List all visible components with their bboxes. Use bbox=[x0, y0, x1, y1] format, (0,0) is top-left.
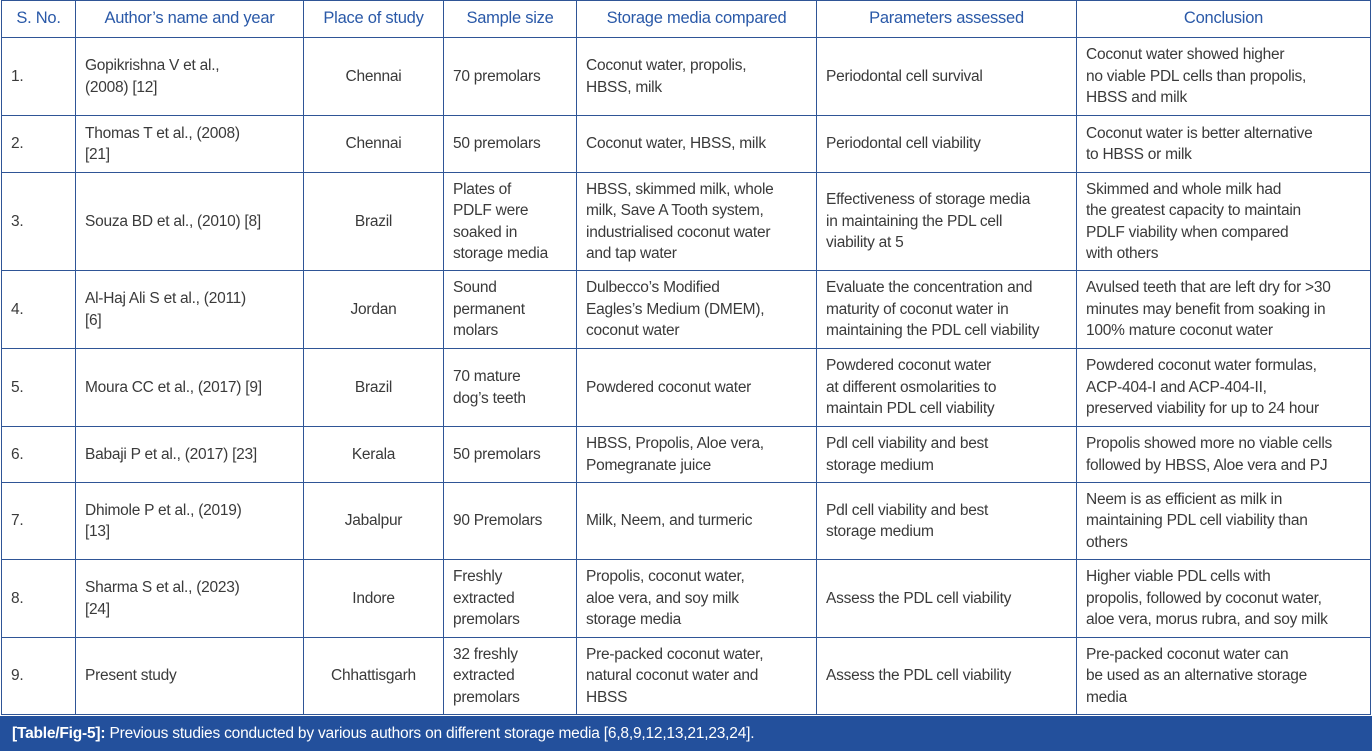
cell-sample-size: Plates of PDLF were soaked in storage me… bbox=[443, 172, 577, 271]
cell-place: Jabalpur bbox=[303, 482, 444, 560]
cell-parameters: Assess the PDL cell viability bbox=[816, 637, 1077, 715]
table-row: 1. Gopikrishna V et al., (2008) [12] Chenn… bbox=[1, 37, 1371, 116]
cell-author-year: Moura CC et al., (2017) [9] bbox=[75, 348, 304, 427]
cell-place: Brazil bbox=[303, 348, 444, 427]
cell-sample-size: 32 freshly extracted premolars bbox=[443, 637, 577, 715]
cell-place: Brazil bbox=[303, 172, 444, 271]
cell-sample-size: 70 mature dog’s teeth bbox=[443, 348, 577, 427]
cell-author-year: Babaji P et al., (2017) [23] bbox=[75, 426, 304, 483]
column-header-conclusion: Conclusion bbox=[1076, 0, 1371, 38]
cell-storage-media: Powdered coconut water bbox=[576, 348, 817, 427]
table-row: 7. Dhimole P et al., (2019) [13] Jabalpur 9… bbox=[1, 482, 1371, 560]
cell-parameters: Effectiveness of storage media in mainta… bbox=[816, 172, 1077, 271]
cell-place: Jordan bbox=[303, 270, 444, 349]
cell-storage-media: Pre-packed coconut water, natural coconu… bbox=[576, 637, 817, 715]
table-header-row: S. No. Author’s name and year Place of stu… bbox=[1, 0, 1371, 38]
table-row: 4. Al-Haj Ali S et al., (2011) [6] Jordan S… bbox=[1, 270, 1371, 349]
cell-storage-media: HBSS, Propolis, Aloe vera, Pomegranate j… bbox=[576, 426, 817, 483]
cell-sample-size: 90 Premolars bbox=[443, 482, 577, 560]
cell-place: Chhattisgarh bbox=[303, 637, 444, 715]
cell-serial-no: 5. bbox=[1, 348, 76, 427]
cell-conclusion: Higher viable PDL cells with propolis, f… bbox=[1076, 559, 1371, 638]
cell-author-year: Sharma S et al., (2023) [24] bbox=[75, 559, 304, 638]
cell-author-year: Al-Haj Ali S et al., (2011) [6] bbox=[75, 270, 304, 349]
table-row: 5. Moura CC et al., (2017) [9] Brazil 70 ma… bbox=[1, 348, 1371, 427]
cell-place: Indore bbox=[303, 559, 444, 638]
cell-serial-no: 9. bbox=[1, 637, 76, 715]
cell-conclusion: Pre-packed coconut water can be used as … bbox=[1076, 637, 1371, 715]
cell-conclusion: Skimmed and whole milk had the greatest … bbox=[1076, 172, 1371, 271]
table-row: 8. Sharma S et al., (2023) [24] Indore Fres… bbox=[1, 559, 1371, 638]
cell-author-year: Souza BD et al., (2010) [8] bbox=[75, 172, 304, 271]
cell-sample-size: 50 premolars bbox=[443, 426, 577, 483]
cell-conclusion: Coconut water showed higher no viable PD… bbox=[1076, 37, 1371, 116]
cell-storage-media: Dulbecco’s Modified Eagles’s Medium (DME… bbox=[576, 270, 817, 349]
cell-place: Kerala bbox=[303, 426, 444, 483]
cell-parameters: Pdl cell viability and best storage medi… bbox=[816, 426, 1077, 483]
cell-serial-no: 3. bbox=[1, 172, 76, 271]
table-row: 2. Thomas T et al., (2008) [21] Chennai 50 … bbox=[1, 115, 1371, 173]
cell-conclusion: Powdered coconut water formulas, ACP-404… bbox=[1076, 348, 1371, 427]
cell-sample-size: Freshly extracted premolars bbox=[443, 559, 577, 638]
cell-author-year: Dhimole P et al., (2019) [13] bbox=[75, 482, 304, 560]
cell-serial-no: 2. bbox=[1, 115, 76, 173]
cell-serial-no: 8. bbox=[1, 559, 76, 638]
column-header-sample-size: Sample size bbox=[443, 0, 577, 38]
column-header-place: Place of study bbox=[303, 0, 444, 38]
studies-table: S. No. Author’s name and year Place of stu… bbox=[1, 0, 1371, 715]
cell-place: Chennai bbox=[303, 115, 444, 173]
cell-parameters: Periodontal cell survival bbox=[816, 37, 1077, 116]
table-caption: [Table/Fig-5]: Previous studies conducte… bbox=[0, 716, 1372, 751]
cell-storage-media: Milk, Neem, and turmeric bbox=[576, 482, 817, 560]
cell-conclusion: Neem is as efficient as milk in maintain… bbox=[1076, 482, 1371, 560]
cell-serial-no: 7. bbox=[1, 482, 76, 560]
cell-sample-size: 70 premolars bbox=[443, 37, 577, 116]
column-header-storage-media: Storage media compared bbox=[576, 0, 817, 38]
cell-parameters: Powdered coconut water at different osmo… bbox=[816, 348, 1077, 427]
cell-sample-size: 50 premolars bbox=[443, 115, 577, 173]
cell-serial-no: 6. bbox=[1, 426, 76, 483]
cell-parameters: Assess the PDL cell viability bbox=[816, 559, 1077, 638]
cell-parameters: Pdl cell viability and best storage medi… bbox=[816, 482, 1077, 560]
caption-label: [Table/Fig-5]: bbox=[12, 725, 106, 742]
cell-conclusion: Propolis showed more no viable cells fol… bbox=[1076, 426, 1371, 483]
column-header-author-year: Author’s name and year bbox=[75, 0, 304, 38]
column-header-serial-no: S. No. bbox=[1, 0, 76, 38]
table-row: 9. Present study Chhattisgarh 32 freshly ex… bbox=[1, 637, 1371, 715]
cell-storage-media: Coconut water, propolis, HBSS, milk bbox=[576, 37, 817, 116]
cell-serial-no: 1. bbox=[1, 37, 76, 116]
column-header-parameters: Parameters assessed bbox=[816, 0, 1077, 38]
cell-storage-media: Propolis, coconut water, aloe vera, and … bbox=[576, 559, 817, 638]
cell-place: Chennai bbox=[303, 37, 444, 116]
cell-storage-media: Coconut water, HBSS, milk bbox=[576, 115, 817, 173]
cell-parameters: Evaluate the concentration and maturity … bbox=[816, 270, 1077, 349]
cell-parameters: Periodontal cell viability bbox=[816, 115, 1077, 173]
cell-sample-size: Sound permanent molars bbox=[443, 270, 577, 349]
cell-author-year: Present study bbox=[75, 637, 304, 715]
table-row: 6. Babaji P et al., (2017) [23] Kerala 50 p… bbox=[1, 426, 1371, 483]
cell-author-year: Thomas T et al., (2008) [21] bbox=[75, 115, 304, 173]
cell-serial-no: 4. bbox=[1, 270, 76, 349]
cell-conclusion: Avulsed teeth that are left dry for >30 … bbox=[1076, 270, 1371, 349]
caption-text: Previous studies conducted by various au… bbox=[105, 725, 755, 742]
cell-author-year: Gopikrishna V et al., (2008) [12] bbox=[75, 37, 304, 116]
table-row: 3. Souza BD et al., (2010) [8] Brazil Plate… bbox=[1, 172, 1371, 271]
cell-conclusion: Coconut water is better alternative to H… bbox=[1076, 115, 1371, 173]
cell-storage-media: HBSS, skimmed milk, whole milk, Save A T… bbox=[576, 172, 817, 271]
